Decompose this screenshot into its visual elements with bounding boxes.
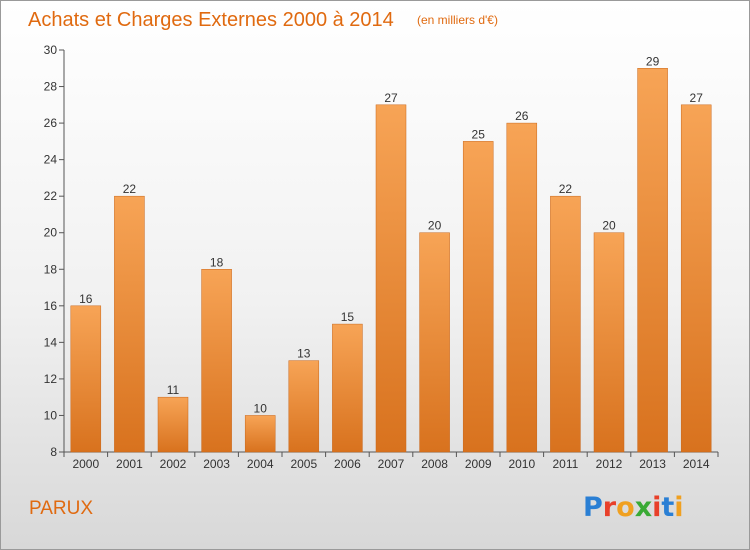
- y-tick-label: 26: [44, 116, 58, 130]
- data-label: 15: [341, 310, 355, 324]
- x-tick-label: 2002: [160, 457, 187, 471]
- y-tick-label: 30: [44, 43, 58, 57]
- x-tick-label: 2005: [290, 457, 317, 471]
- bar: [70, 305, 102, 453]
- x-tick-label: 2006: [334, 457, 361, 471]
- x-tick-label: 2003: [203, 457, 230, 471]
- bar: [244, 415, 276, 453]
- x-tick-label: 2011: [552, 457, 578, 471]
- logo-letter: o: [616, 492, 635, 523]
- chart-subtitle: (en milliers d'€): [417, 13, 498, 27]
- x-tick-label: 2009: [465, 457, 492, 471]
- data-label: 16: [79, 292, 93, 306]
- data-label: 20: [428, 219, 442, 233]
- y-tick-label: 28: [44, 80, 58, 94]
- bar: [637, 68, 668, 453]
- x-ticks: 2000 2001 2002 2003 2004 2005 2006 2007 2008 2009…: [63, 452, 719, 471]
- logo-letter: i: [674, 492, 683, 523]
- logo-letter: P: [583, 492, 603, 523]
- data-label: 27: [384, 91, 398, 105]
- x-tick-label: 2014: [683, 457, 710, 471]
- y-tick-label: 8: [50, 445, 57, 459]
- data-label: 18: [210, 255, 224, 269]
- x-tick-label: 2004: [247, 457, 274, 471]
- data-label: 13: [297, 347, 311, 361]
- x-tick-label: 2010: [508, 457, 535, 471]
- logo-letter: t: [661, 492, 674, 523]
- bar: [375, 104, 407, 453]
- bar: [288, 360, 320, 453]
- bar: [201, 269, 232, 453]
- x-tick-label: 2007: [378, 457, 405, 471]
- y-tick-label: 20: [44, 226, 58, 240]
- data-label: 10: [254, 401, 268, 415]
- x-tick-label: 2001: [116, 457, 143, 471]
- data-label: 29: [646, 54, 660, 68]
- data-label: 26: [515, 109, 529, 123]
- y-tick-label: 16: [44, 299, 58, 313]
- bars: 16 22 11 18 10 13 15 27 20 25 26 22 20 29 27: [70, 54, 712, 453]
- x-tick-label: 2012: [596, 457, 623, 471]
- y-tick-label: 18: [44, 262, 58, 276]
- chart-title: Achats et Charges Externes 2000 à 2014: [28, 9, 394, 31]
- y-tick-label: 10: [44, 408, 58, 422]
- logo-letter: i: [652, 492, 661, 523]
- data-label: 11: [167, 383, 180, 397]
- commune-name: PARUX: [29, 498, 93, 519]
- bar: [114, 195, 145, 453]
- bar: [593, 232, 625, 453]
- y-tick-label: 22: [44, 189, 58, 203]
- data-label: 20: [602, 219, 616, 233]
- y-tick-label: 14: [44, 335, 58, 349]
- y-tick-label: 12: [44, 372, 58, 386]
- data-label: 25: [472, 127, 486, 141]
- logo-letter: r: [603, 492, 617, 523]
- proxiti-logo: Proxiti: [583, 492, 684, 523]
- y-tick-label: 24: [44, 153, 58, 167]
- data-label: 27: [690, 91, 704, 105]
- bar: [550, 195, 581, 453]
- bar: [157, 396, 189, 453]
- x-tick-label: 2000: [72, 457, 99, 471]
- bar: [462, 141, 494, 453]
- bar: [332, 323, 363, 453]
- y-ticks: 8 10 12 14 16 18 20 22 24 26 28 30: [44, 43, 64, 459]
- logo-letter: x: [635, 492, 652, 523]
- x-tick-label: 2013: [639, 457, 666, 471]
- bar: [419, 232, 450, 453]
- bar: [680, 104, 712, 453]
- data-label: 22: [123, 182, 137, 196]
- data-label: 22: [559, 182, 573, 196]
- x-tick-label: 2008: [421, 457, 448, 471]
- bar: [506, 122, 538, 453]
